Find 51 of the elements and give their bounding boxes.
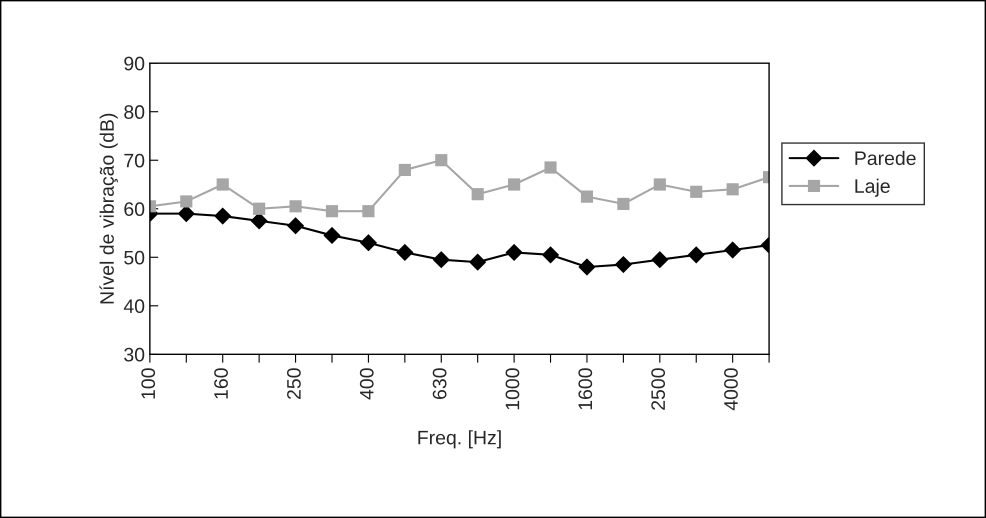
- legend-label: Parede: [855, 150, 916, 166]
- point: [690, 186, 702, 198]
- y-tick-label: 70: [124, 154, 144, 168]
- x-tick-label: 100: [141, 368, 156, 398]
- point: [253, 202, 266, 215]
- x-tick-label: 1000: [506, 368, 520, 410]
- y-tick-label: 60: [124, 202, 144, 216]
- point: [250, 212, 268, 230]
- x-axis-title: Freq. [Hz]: [418, 430, 501, 448]
- point: [180, 195, 192, 208]
- y-tick-label: 40: [124, 299, 144, 314]
- y-tick-label: 80: [124, 105, 144, 119]
- x-tick-label: 2500: [651, 368, 666, 410]
- point: [287, 217, 304, 234]
- x-tick-label: 1600: [578, 368, 592, 410]
- x-tick-label: 630: [432, 368, 446, 399]
- point: [472, 188, 484, 200]
- point: [396, 244, 414, 261]
- point: [508, 178, 520, 191]
- point: [324, 227, 340, 244]
- point: [542, 246, 559, 264]
- x-tick-label: 4000: [724, 368, 738, 410]
- point: [289, 200, 302, 212]
- point: [362, 205, 374, 218]
- point: [617, 198, 630, 210]
- legend-label: Laje: [855, 178, 890, 197]
- point: [580, 190, 594, 203]
- point: [578, 258, 596, 276]
- y-tick-label: 50: [124, 250, 144, 265]
- point: [544, 161, 557, 174]
- point: [651, 251, 668, 268]
- point: [615, 256, 632, 273]
- y-axis-title: Nível de vibração (dB): [99, 114, 118, 304]
- point: [398, 164, 411, 176]
- y-tick-label: 90: [124, 56, 144, 70]
- y-tick-label: 30: [124, 348, 144, 362]
- point: [432, 251, 450, 268]
- x-tick-label: 160: [214, 368, 228, 398]
- point: [435, 154, 448, 166]
- point: [214, 208, 232, 224]
- point: [654, 178, 666, 191]
- point: [726, 183, 739, 196]
- point: [216, 178, 229, 191]
- point: [724, 242, 742, 258]
- point: [326, 205, 338, 218]
- point: [506, 244, 522, 261]
- point: [688, 246, 705, 264]
- point: [360, 234, 377, 252]
- x-tick-label: 400: [360, 368, 374, 400]
- x-tick-label: 250: [287, 368, 301, 399]
- point: [469, 254, 486, 270]
